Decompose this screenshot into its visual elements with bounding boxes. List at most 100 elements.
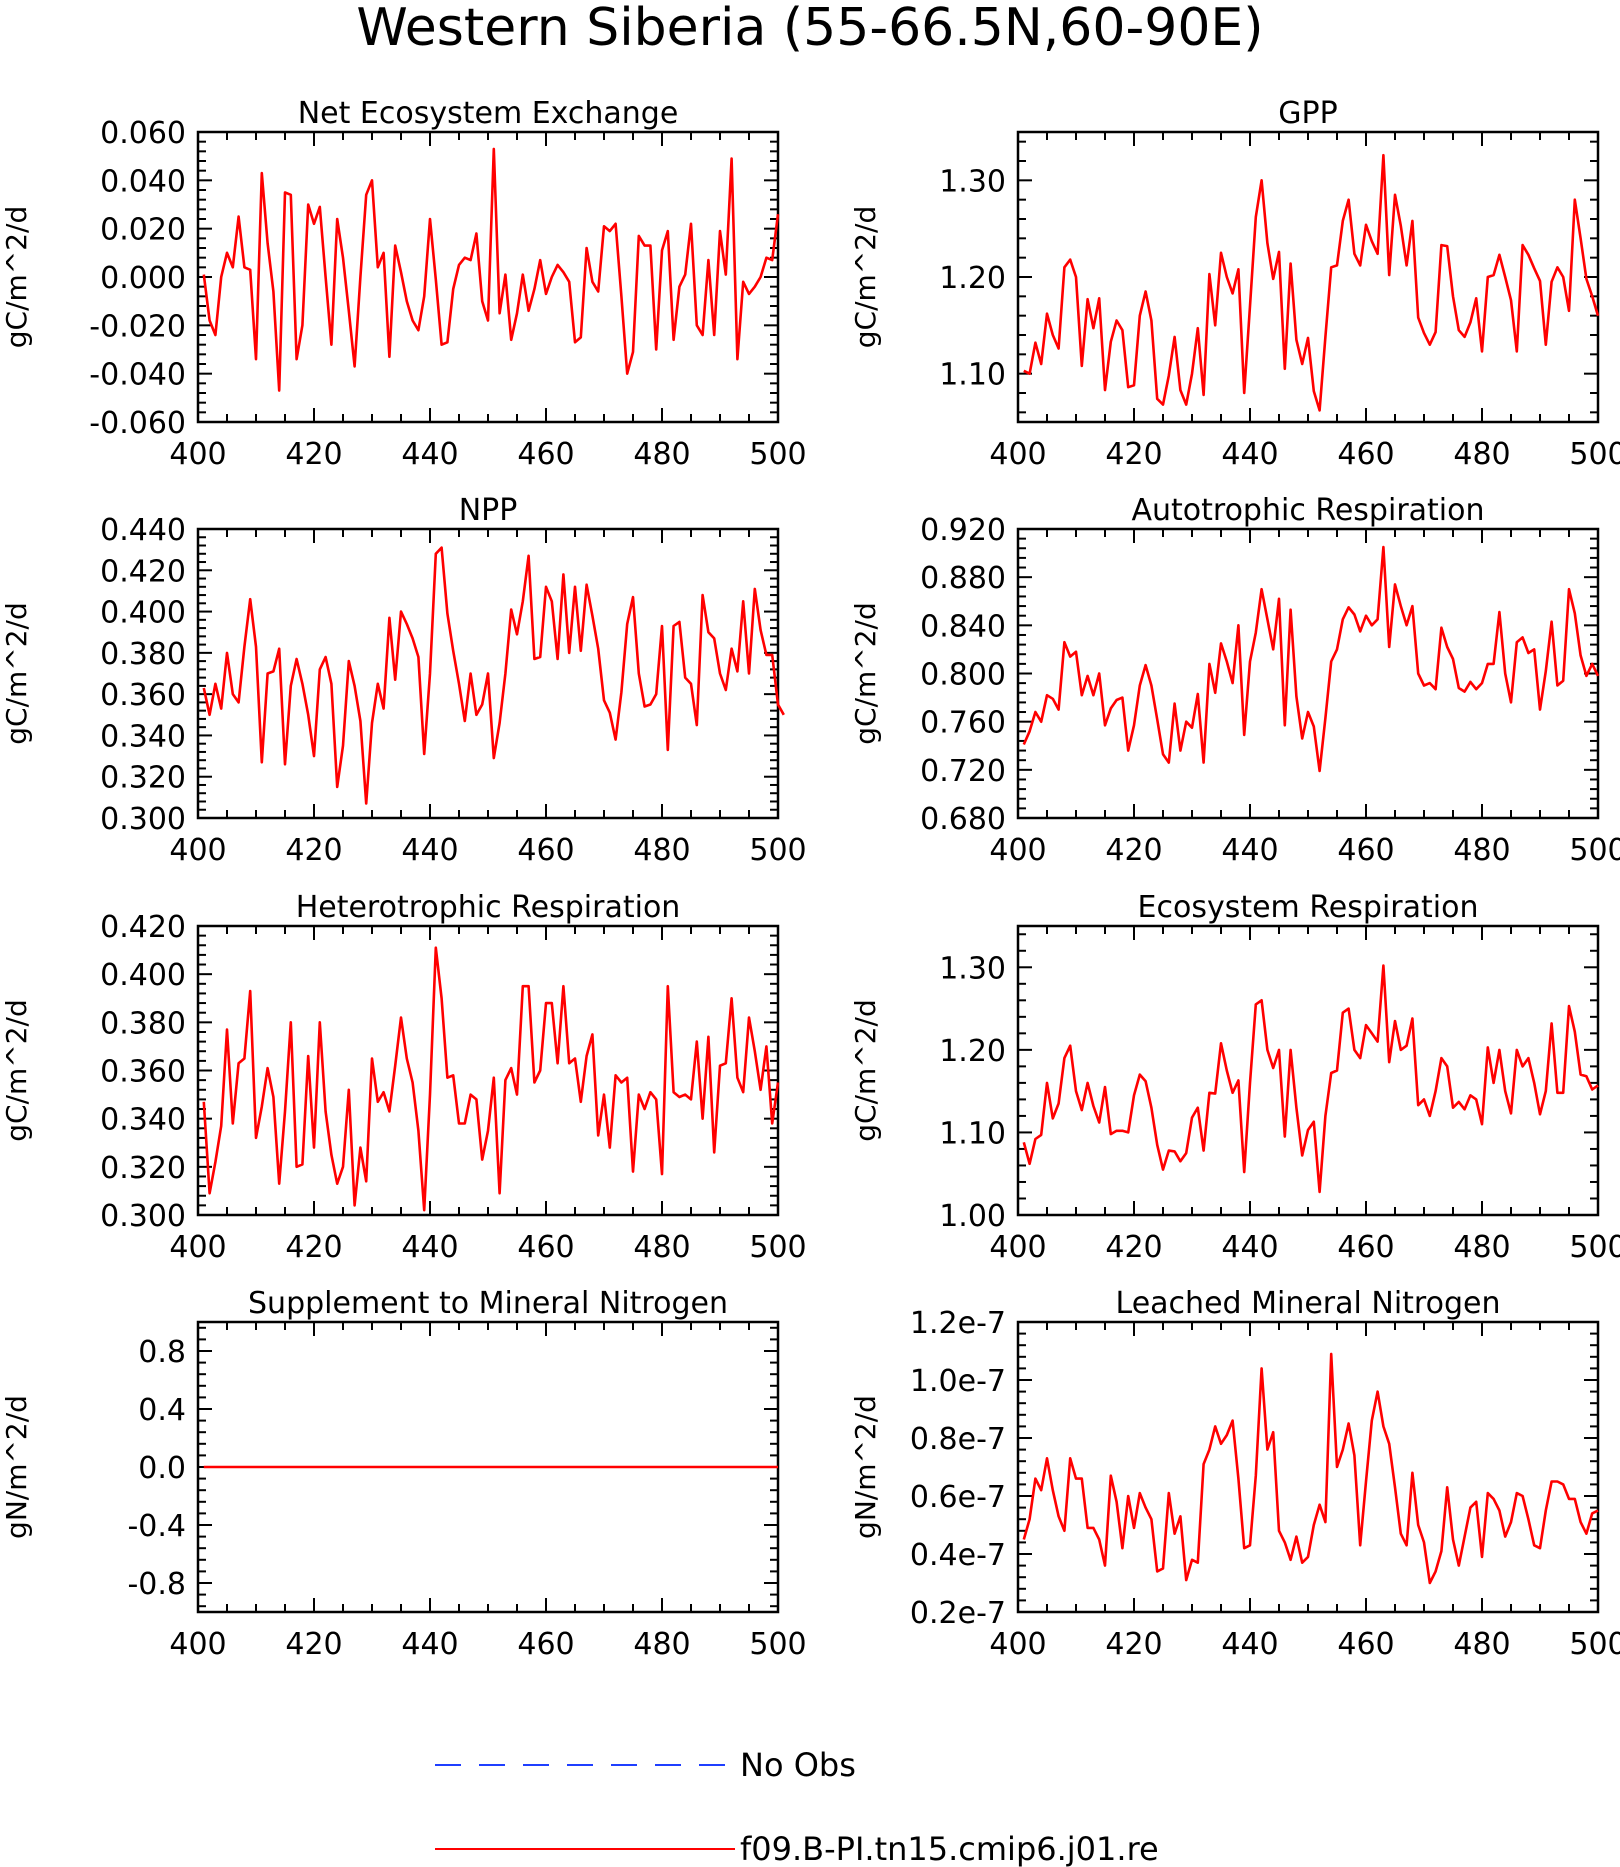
y-tick-label: 0.4e-7 (910, 1538, 1006, 1573)
series-line (202, 147, 780, 392)
x-tick-label: 460 (517, 1627, 574, 1662)
panel-title: NPP (459, 493, 518, 528)
legend-label-model: f09.B-PI.tn15.cmip6.j01.re (740, 1830, 1159, 1867)
x-tick-label: 480 (1453, 833, 1510, 868)
panel-4: 400 420 440 460 480 500 0.300 0.320 0.340 0.360 0.… (0, 890, 807, 1265)
panel-2: 400 420 440 460 480 500 0.300 0.320 0.340 0.360 0.… (0, 493, 807, 868)
y-tick-label: -0.8 (127, 1567, 186, 1602)
x-tick-label: 440 (401, 1627, 458, 1662)
x-tick-label: 500 (749, 1627, 806, 1662)
x-tick-label: 400 (989, 437, 1046, 472)
x-tick-label: 400 (989, 1627, 1046, 1662)
y-axis-label: gC/m^2/d (849, 602, 882, 745)
x-tick-label: 460 (517, 437, 574, 472)
x-tick-label: 400 (989, 833, 1046, 868)
y-tick-label: 0.000 (100, 261, 186, 296)
y-tick-label: 0.320 (100, 761, 186, 796)
y-tick-label: 0.360 (100, 678, 186, 713)
y-tick-label: 0.380 (100, 1006, 186, 1041)
x-tick-label: 420 (285, 1230, 342, 1265)
x-tick-label: 500 (749, 833, 806, 868)
series-line (1023, 153, 1600, 412)
y-tick-label: 0.880 (920, 561, 1006, 596)
y-tick-label: 0.8 (138, 1335, 186, 1370)
panel-3: 400 420 440 460 480 500 0.680 0.720 0.760 0.800 0.… (849, 493, 1620, 868)
y-tick-label: 0.680 (920, 802, 1006, 837)
y-tick-label: 0.420 (100, 910, 186, 945)
x-tick-label: 460 (1337, 1230, 1394, 1265)
x-tick-label: 480 (1453, 437, 1510, 472)
panel-6: 400 420 440 460 480 500 -0.8 -0.4 0.0 0.4 0.8 gN/m^… (0, 1286, 807, 1662)
x-tick-label: 420 (1105, 833, 1162, 868)
y-tick-label: 1.00 (939, 1199, 1006, 1234)
y-tick-label: 0.040 (100, 164, 186, 199)
series-line (1022, 1352, 1599, 1585)
x-tick-label: 460 (1337, 833, 1394, 868)
plot-frame (1016, 924, 1600, 1217)
y-tick-label: 0.720 (920, 754, 1006, 789)
panel-title: Autotrophic Respiration (1131, 493, 1484, 528)
y-tick-label: 0.760 (920, 706, 1006, 741)
x-tick-label: 480 (633, 1230, 690, 1265)
x-tick-label: 440 (1221, 1627, 1278, 1662)
series-line (202, 946, 780, 1212)
x-tick-label: 480 (633, 437, 690, 472)
y-axis-label: gC/m^2/d (849, 206, 882, 349)
legend: No Obs f09.B-PI.tn15.cmip6.j01.re (435, 1746, 1159, 1867)
y-axis-label: gC/m^2/d (0, 602, 33, 745)
x-tick-label: 480 (633, 1627, 690, 1662)
legend-label-no-obs: No Obs (740, 1746, 856, 1784)
plot-frame (196, 924, 780, 1217)
y-tick-label: 1.30 (939, 164, 1006, 199)
x-tick-label: 420 (285, 833, 342, 868)
y-tick-label: -0.020 (89, 309, 186, 344)
y-axis-label: gC/m^2/d (0, 999, 33, 1142)
y-tick-label: 0.360 (100, 1055, 186, 1090)
y-tick-label: 0.340 (100, 719, 186, 754)
y-tick-label: 0.6e-7 (910, 1480, 1006, 1515)
plot-frame (1016, 527, 1600, 820)
y-tick-label: 0.320 (100, 1151, 186, 1186)
series-line (202, 546, 785, 805)
x-tick-label: 440 (401, 437, 458, 472)
x-tick-label: 500 (749, 1230, 806, 1265)
y-axis-label: gC/m^2/d (849, 999, 882, 1142)
y-tick-label: 0.020 (100, 213, 186, 248)
x-tick-label: 460 (1337, 1627, 1394, 1662)
y-tick-label: 1.0e-7 (910, 1364, 1006, 1399)
x-tick-label: 500 (1569, 1627, 1620, 1662)
figure-title: Western Siberia (55-66.5N,60-90E) (356, 0, 1263, 58)
x-tick-label: 480 (1453, 1627, 1510, 1662)
x-tick-label: 500 (1569, 833, 1620, 868)
y-tick-label: 1.10 (939, 358, 1006, 393)
x-tick-label: 460 (1337, 437, 1394, 472)
x-tick-label: 440 (1221, 1230, 1278, 1265)
x-tick-label: 420 (285, 1627, 342, 1662)
y-tick-label: -0.060 (89, 406, 186, 441)
x-tick-label: 440 (1221, 437, 1278, 472)
x-tick-label: 500 (1569, 1230, 1620, 1265)
panel-5: 400 420 440 460 480 500 1.00 1.10 1.20 1.30 gC/m^2… (849, 890, 1620, 1265)
y-tick-label: 0.920 (920, 513, 1006, 548)
x-tick-label: 420 (1105, 1230, 1162, 1265)
y-tick-label: 0.8e-7 (910, 1422, 1006, 1457)
panel-0: 400 420 440 460 480 500 -0.060 -0.040 -0.020 0.00… (0, 96, 807, 472)
y-tick-label: 0.420 (100, 554, 186, 589)
y-axis-label: gN/m^2/d (0, 1395, 33, 1539)
panel-title: Leached Mineral Nitrogen (1116, 1286, 1501, 1321)
x-tick-label: 420 (1105, 437, 1162, 472)
x-tick-label: 460 (517, 1230, 574, 1265)
panel-title: Heterotrophic Respiration (296, 890, 681, 925)
y-tick-label: 0.300 (100, 802, 186, 837)
x-tick-label: 440 (401, 833, 458, 868)
y-tick-label: 0.400 (100, 958, 186, 993)
panel-title: Ecosystem Respiration (1138, 890, 1479, 925)
y-tick-label: 0.300 (100, 1199, 186, 1234)
y-tick-label: -0.040 (89, 358, 186, 393)
y-tick-label: 0.340 (100, 1103, 186, 1138)
y-tick-label: 0.060 (100, 116, 186, 151)
panel-title: Net Ecosystem Exchange (298, 96, 679, 131)
x-tick-label: 460 (517, 833, 574, 868)
x-tick-label: 440 (401, 1230, 458, 1265)
